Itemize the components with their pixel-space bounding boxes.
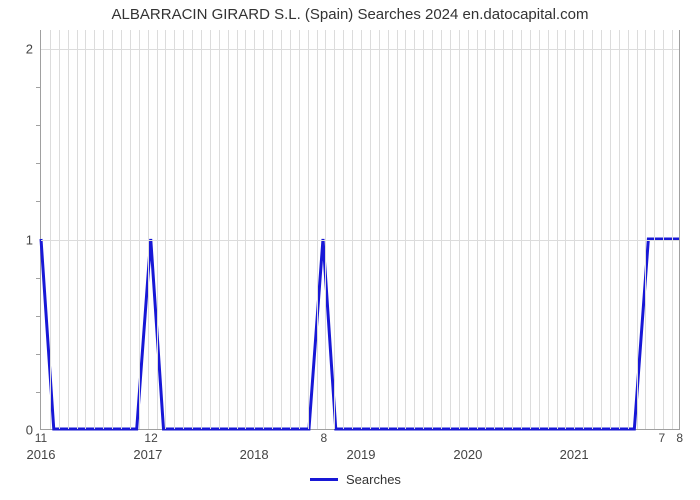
gridline-vertical <box>548 30 549 429</box>
gridline-vertical <box>59 30 60 429</box>
point-value-label: 8 <box>321 431 328 445</box>
y-tick-minor <box>36 87 41 88</box>
point-value-label: 7 <box>658 431 665 445</box>
gridline-vertical <box>477 30 478 429</box>
gridline-vertical <box>645 30 646 429</box>
gridline-vertical <box>272 30 273 429</box>
gridline-vertical <box>388 30 389 429</box>
gridline-vertical <box>459 30 460 429</box>
gridline-vertical <box>574 30 575 429</box>
point-value-label: 12 <box>144 431 157 445</box>
gridline-vertical <box>334 30 335 429</box>
y-tick-minor <box>36 163 41 164</box>
gridline-vertical <box>565 30 566 429</box>
gridline-vertical <box>263 30 264 429</box>
plot-area: 0122016201720182019202020211112878 <box>40 30 680 430</box>
point-value-label: 11 <box>35 431 47 445</box>
gridline-vertical <box>601 30 602 429</box>
gridline-vertical <box>237 30 238 429</box>
gridline-vertical <box>165 30 166 429</box>
gridline-vertical <box>148 30 149 429</box>
gridline-vertical <box>317 30 318 429</box>
gridline-vertical <box>290 30 291 429</box>
gridline-vertical <box>432 30 433 429</box>
y-tick-minor <box>36 278 41 279</box>
gridline-vertical <box>485 30 486 429</box>
gridline-vertical <box>77 30 78 429</box>
gridline-vertical <box>174 30 175 429</box>
gridline-vertical <box>450 30 451 429</box>
y-tick-minor <box>36 316 41 317</box>
gridline-vertical <box>530 30 531 429</box>
chart-container: ALBARRACIN GIRARD S.L. (Spain) Searches … <box>0 0 700 500</box>
x-tick-label: 2021 <box>560 447 589 462</box>
gridline-vertical <box>343 30 344 429</box>
gridline-vertical <box>468 30 469 429</box>
legend-label: Searches <box>346 472 401 487</box>
gridline-vertical <box>183 30 184 429</box>
gridline-vertical <box>103 30 104 429</box>
gridline-vertical <box>592 30 593 429</box>
y-tick-minor <box>36 354 41 355</box>
gridline-vertical <box>121 30 122 429</box>
y-tick-label: 2 <box>26 42 41 57</box>
x-tick-label: 2019 <box>347 447 376 462</box>
gridline-vertical <box>139 30 140 429</box>
gridline-vertical <box>228 30 229 429</box>
gridline-vertical <box>405 30 406 429</box>
gridline-vertical <box>397 30 398 429</box>
gridline-vertical <box>503 30 504 429</box>
gridline-vertical <box>672 30 673 429</box>
gridline-vertical <box>583 30 584 429</box>
gridline-vertical <box>50 30 51 429</box>
gridline-vertical <box>414 30 415 429</box>
gridline-vertical <box>637 30 638 429</box>
gridline-vertical <box>352 30 353 429</box>
gridline-vertical <box>557 30 558 429</box>
gridline-vertical <box>619 30 620 429</box>
gridline-vertical <box>245 30 246 429</box>
gridline-vertical <box>192 30 193 429</box>
gridline-vertical <box>539 30 540 429</box>
gridline-vertical <box>370 30 371 429</box>
legend-swatch <box>310 478 338 481</box>
gridline-vertical <box>85 30 86 429</box>
gridline-vertical <box>112 30 113 429</box>
gridline-vertical <box>254 30 255 429</box>
gridline-vertical <box>628 30 629 429</box>
gridline-vertical <box>210 30 211 429</box>
y-tick-minor <box>36 392 41 393</box>
gridline-vertical <box>325 30 326 429</box>
y-tick-minor <box>36 201 41 202</box>
gridline-vertical <box>361 30 362 429</box>
x-tick-label: 2018 <box>240 447 269 462</box>
gridline-vertical <box>423 30 424 429</box>
gridline-vertical <box>68 30 69 429</box>
gridline-vertical <box>494 30 495 429</box>
x-tick-label: 2016 <box>27 447 56 462</box>
gridline-vertical <box>521 30 522 429</box>
gridline-vertical <box>157 30 158 429</box>
gridline-vertical <box>654 30 655 429</box>
gridline-vertical <box>201 30 202 429</box>
gridline-vertical <box>308 30 309 429</box>
y-tick-minor <box>36 125 41 126</box>
gridline-vertical <box>299 30 300 429</box>
legend: Searches <box>310 472 401 487</box>
gridline-vertical <box>94 30 95 429</box>
x-tick-label: 2020 <box>453 447 482 462</box>
gridline-vertical <box>219 30 220 429</box>
gridline-vertical <box>663 30 664 429</box>
gridline-vertical <box>610 30 611 429</box>
point-value-label: 8 <box>676 431 683 445</box>
y-tick-label: 1 <box>26 232 41 247</box>
gridline-vertical <box>379 30 380 429</box>
gridline-vertical <box>441 30 442 429</box>
gridline-vertical <box>512 30 513 429</box>
x-tick-label: 2017 <box>133 447 162 462</box>
gridline-vertical <box>130 30 131 429</box>
chart-title: ALBARRACIN GIRARD S.L. (Spain) Searches … <box>0 6 700 23</box>
gridline-vertical <box>281 30 282 429</box>
